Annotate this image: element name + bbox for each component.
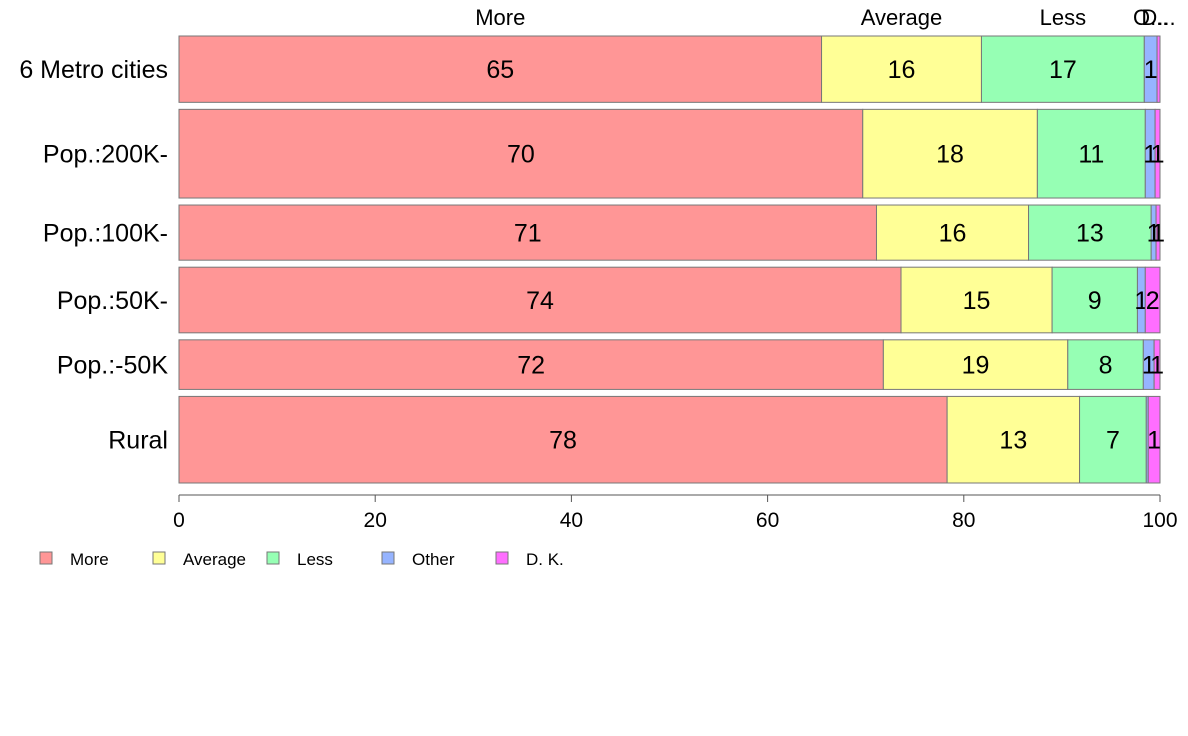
data-label: 2 — [1146, 287, 1160, 315]
data-label: 19 — [962, 352, 990, 380]
data-label: 65 — [486, 56, 514, 84]
legend-label-more: More — [70, 550, 109, 569]
top-series-label: O... — [1133, 5, 1168, 30]
bar-segment-d-k-6-metro-cities — [1156, 35, 1161, 103]
data-label: 1 — [1150, 352, 1164, 380]
category-label: Rural — [108, 427, 168, 455]
top-series-label: Less — [1040, 5, 1086, 30]
x-tick-label: 0 — [173, 509, 185, 532]
category-label: Pop.:50K- — [57, 287, 168, 315]
top-series-labels: More Average Less O...D... — [475, 5, 1175, 30]
bar-segment-d-k-rural — [1147, 395, 1161, 484]
data-label: 1 — [1144, 56, 1158, 84]
data-label: 17 — [1049, 56, 1077, 84]
legend-label-average: Average — [183, 550, 246, 569]
x-tick-label: 20 — [364, 509, 387, 532]
data-label: 1 — [1151, 220, 1165, 248]
bar-segment-more-pop-50k — [178, 266, 902, 334]
bar-segment-average-pop-50k — [900, 266, 1053, 334]
data-label: 8 — [1099, 352, 1113, 380]
category-label: 6 Metro cities — [19, 56, 168, 84]
data-label: 1 — [1151, 141, 1165, 169]
data-label: 9 — [1088, 287, 1102, 315]
data-label: 13 — [999, 427, 1027, 455]
bar-segment-d-k-pop-200k — [1154, 108, 1161, 199]
bar-segment-less-pop-50k — [1067, 339, 1144, 390]
x-tick-label: 80 — [952, 509, 975, 532]
bar-segment-less-pop-100k — [1028, 204, 1152, 261]
bar-segment-d-k-pop-100k — [1155, 204, 1161, 261]
category-labels: 6 Metro cities Pop.:200K- Pop.:100K- Pop.:5… — [19, 56, 168, 455]
legend-swatch-less — [266, 551, 280, 565]
category-label: Pop.:100K- — [43, 220, 168, 248]
data-label: 18 — [936, 141, 964, 169]
data-label: 7 — [1106, 427, 1120, 455]
bar-segment-less-pop-50k — [1051, 266, 1138, 334]
bar-segment-average-6-metro-cities — [821, 35, 982, 103]
bar-segment-d-k-pop-50k — [1153, 339, 1161, 390]
data-label: 78 — [549, 427, 577, 455]
bar-segment-more-pop-200k — [178, 108, 864, 199]
x-tick-label: 40 — [560, 509, 583, 532]
category-label: Pop.:-50K — [57, 352, 169, 380]
data-label: 1 — [1147, 427, 1161, 455]
data-label: 72 — [517, 352, 545, 380]
legend-label-d-k: D. K. — [526, 550, 564, 569]
bar-segment-average-pop-50k — [882, 339, 1069, 390]
bar-segment-average-pop-200k — [862, 108, 1038, 199]
bar-segment-average-rural — [946, 395, 1081, 484]
legend-swatch-average — [152, 551, 166, 565]
bar-segment-less-pop-200k — [1036, 108, 1146, 199]
bar-segment-more-pop-100k — [178, 204, 877, 261]
bar-segment-d-k-pop-50k — [1144, 266, 1161, 334]
data-label: 16 — [888, 56, 916, 84]
legend: More Average Less Other D. K. — [39, 550, 564, 569]
data-label: 15 — [963, 287, 991, 315]
x-axis: 0 20 40 60 80 100 — [173, 494, 1178, 532]
data-label: 11 — [1078, 141, 1104, 169]
bar-segment-more-pop-50k — [178, 339, 884, 390]
bar-segment-more-6-metro-cities — [178, 35, 823, 103]
x-tick-label: 60 — [756, 509, 779, 532]
top-series-label: More — [475, 5, 525, 30]
legend-label-less: Less — [297, 550, 333, 569]
top-series-label: Average — [861, 5, 943, 30]
bar-segment-less-6-metro-cities — [980, 35, 1145, 103]
x-tick-label: 100 — [1142, 509, 1177, 532]
data-label: 1 — [1142, 352, 1156, 380]
data-label: 1 — [1143, 141, 1157, 169]
data-label: 70 — [507, 141, 535, 169]
top-series-label: D... — [1141, 5, 1175, 30]
data-label: 74 — [526, 287, 554, 315]
data-label: 13 — [1076, 220, 1104, 248]
bar-segment-more-rural — [178, 395, 948, 484]
legend-swatch-more — [39, 551, 53, 565]
legend-swatch-d-k — [495, 551, 509, 565]
legend-label-other: Other — [412, 550, 455, 569]
legend-swatch-other — [381, 551, 395, 565]
data-label: 71 — [514, 220, 542, 248]
category-label: Pop.:200K- — [43, 141, 168, 169]
data-label: 16 — [939, 220, 967, 248]
